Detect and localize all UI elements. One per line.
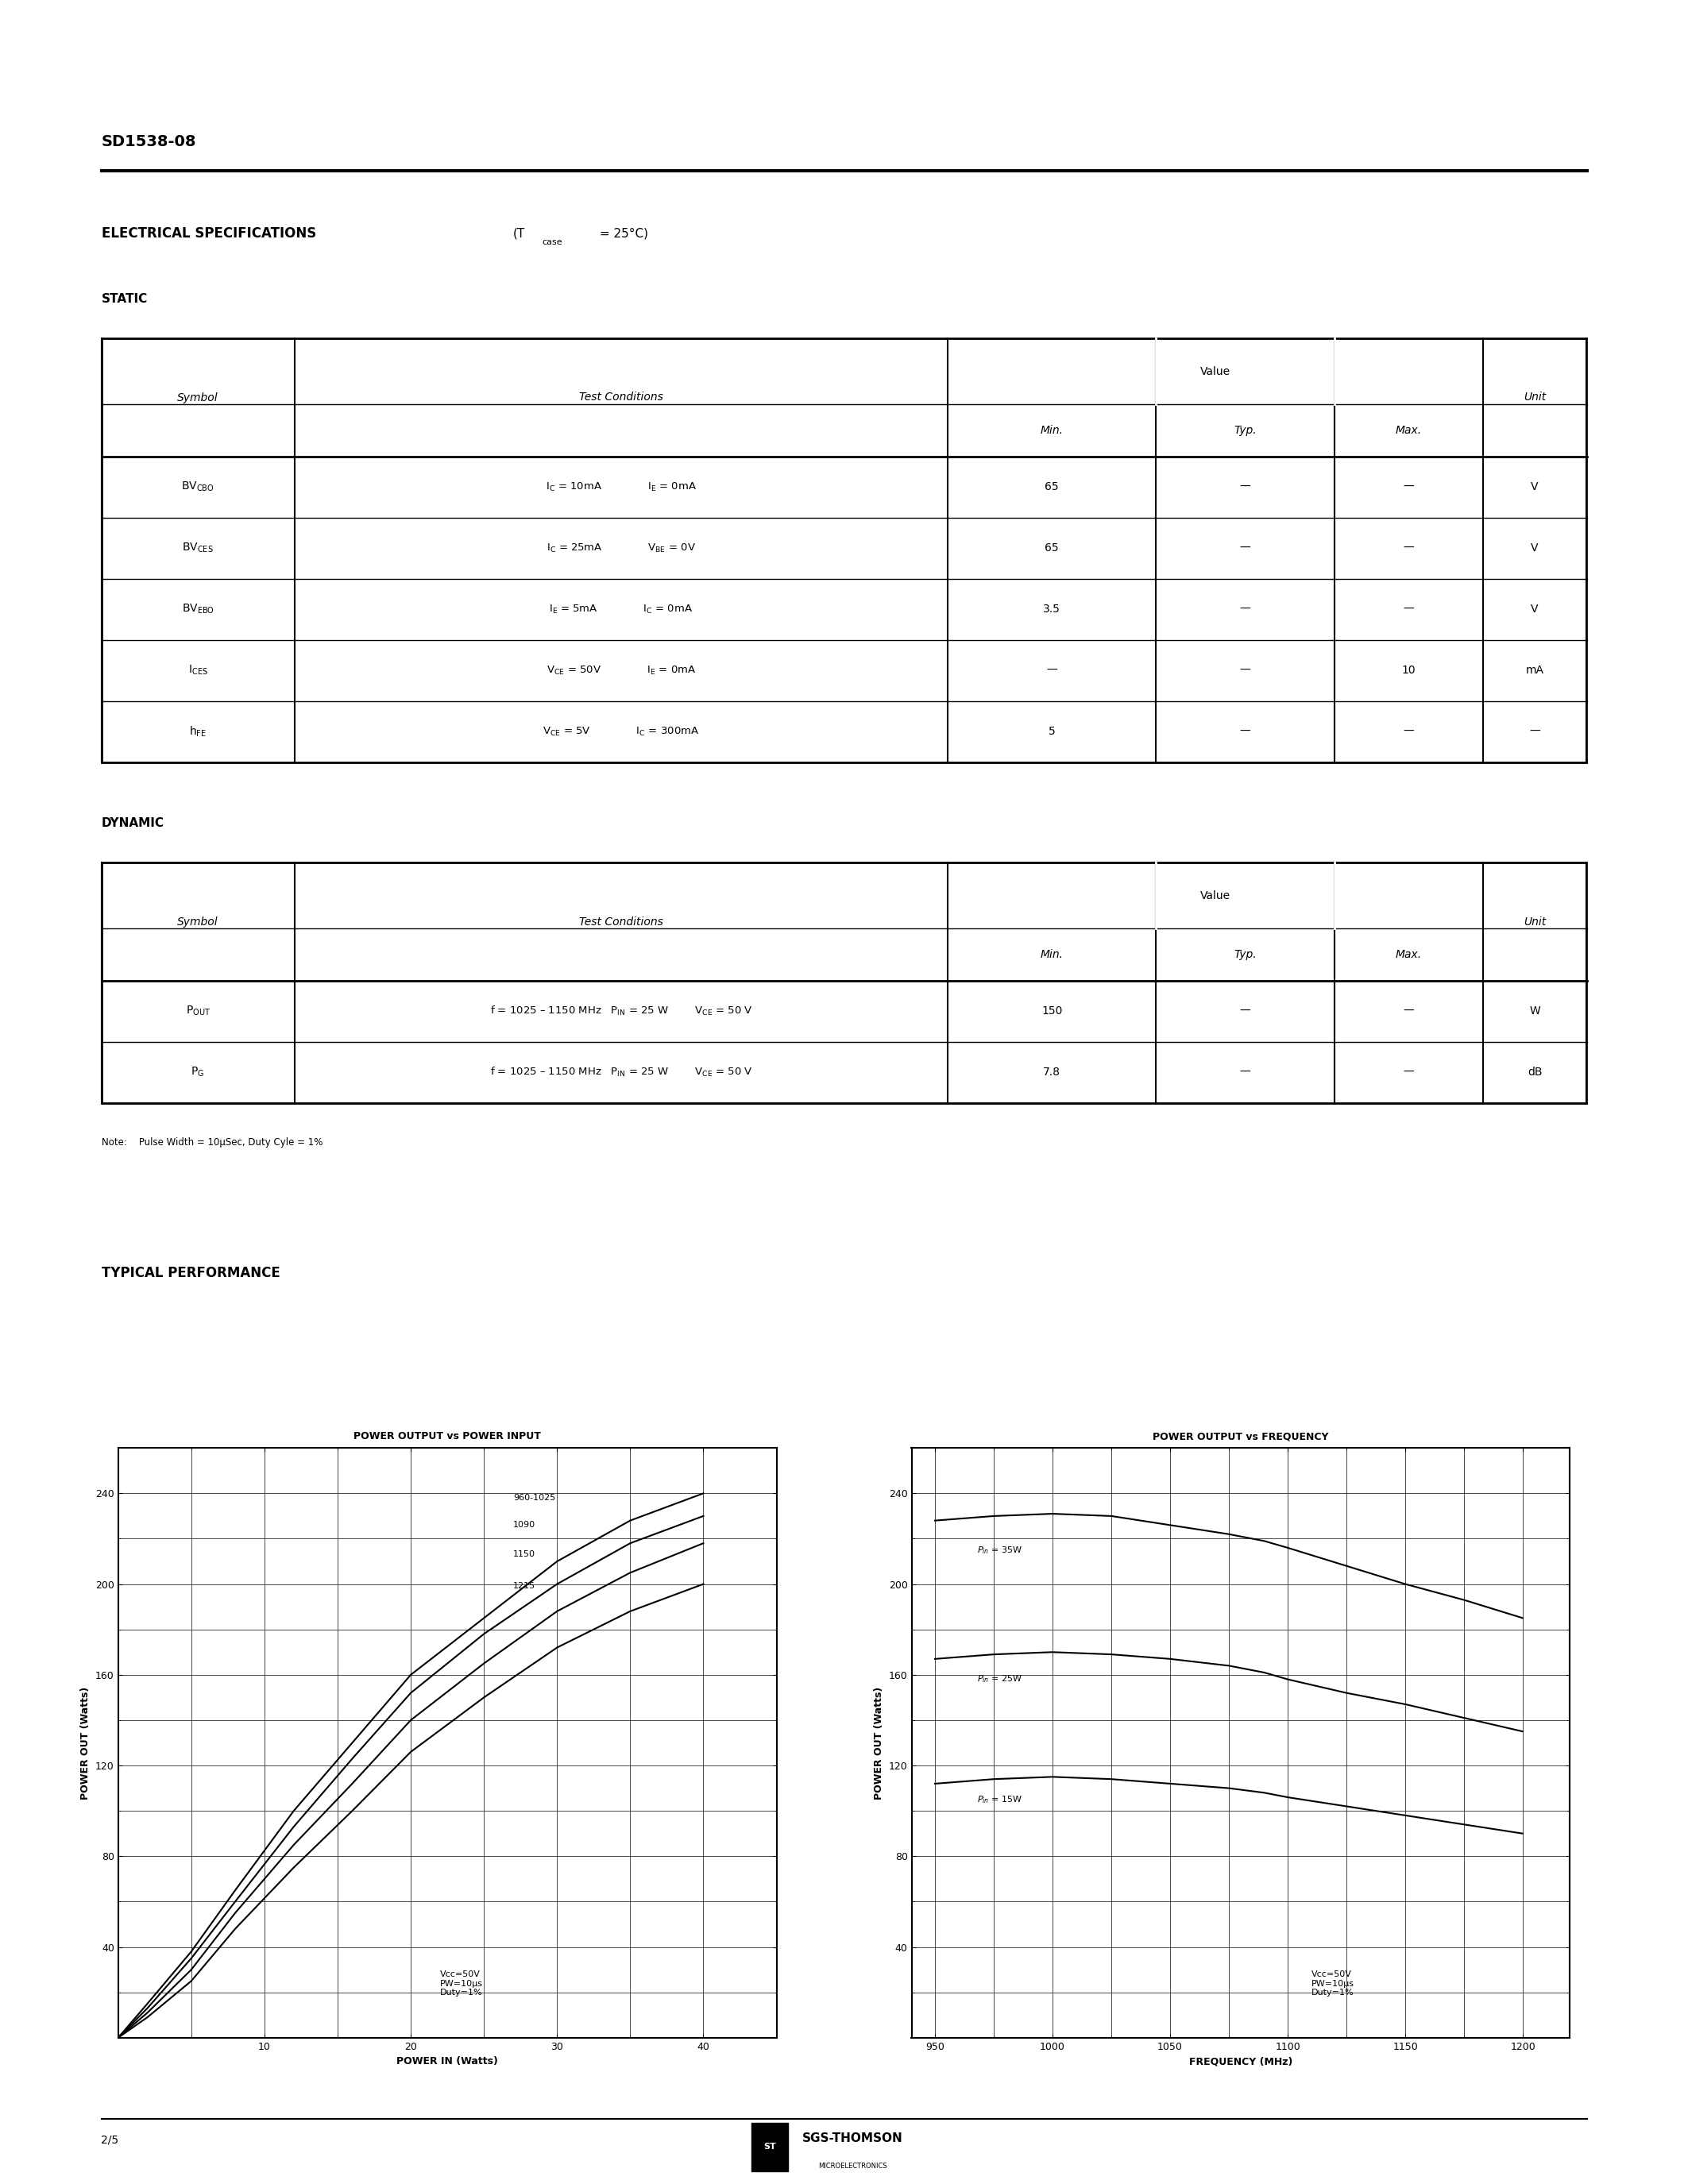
Text: DYNAMIC: DYNAMIC xyxy=(101,817,164,830)
Text: V$_{\mathrm{CE}}$ = 50V              I$_{\mathrm{E}}$ = 0mA: V$_{\mathrm{CE}}$ = 50V I$_{\mathrm{E}}$… xyxy=(547,664,695,677)
Text: mA: mA xyxy=(1526,664,1545,677)
Text: 1090: 1090 xyxy=(513,1520,535,1529)
Text: Test Conditions: Test Conditions xyxy=(579,391,663,404)
Y-axis label: POWER OUT (Watts): POWER OUT (Watts) xyxy=(81,1686,91,1800)
Text: 1150: 1150 xyxy=(513,1551,535,1559)
Text: = 25°C): = 25°C) xyxy=(596,227,648,240)
Text: V: V xyxy=(1531,480,1538,494)
Text: —: — xyxy=(1239,542,1251,555)
Text: —: — xyxy=(1403,542,1415,555)
Text: dB: dB xyxy=(1528,1066,1543,1079)
Text: Symbol: Symbol xyxy=(177,915,218,928)
Text: h$_{\mathrm{FE}}$: h$_{\mathrm{FE}}$ xyxy=(189,725,206,738)
Text: 150: 150 xyxy=(1041,1005,1062,1018)
Text: V: V xyxy=(1531,603,1538,616)
Text: P$_{\mathrm{OUT}}$: P$_{\mathrm{OUT}}$ xyxy=(186,1005,211,1018)
Text: Value: Value xyxy=(1200,889,1231,902)
Text: I$_{\mathrm{CES}}$: I$_{\mathrm{CES}}$ xyxy=(187,664,208,677)
Text: 960-1025: 960-1025 xyxy=(513,1494,555,1503)
Text: Value: Value xyxy=(1200,365,1231,378)
Text: 7.8: 7.8 xyxy=(1043,1066,1060,1079)
Bar xyxy=(101,863,1587,1103)
Text: Typ.: Typ. xyxy=(1234,948,1256,961)
Text: Vcc=50V
PW=10μs
Duty=1%: Vcc=50V PW=10μs Duty=1% xyxy=(441,1970,483,1996)
Text: I$_{\mathrm{C}}$ = 10mA              I$_{\mathrm{E}}$ = 0mA: I$_{\mathrm{C}}$ = 10mA I$_{\mathrm{E}}$… xyxy=(545,480,697,494)
Text: —: — xyxy=(1403,480,1415,494)
Text: Note:    Pulse Width = 10μSec, Duty Cyle = 1%: Note: Pulse Width = 10μSec, Duty Cyle = … xyxy=(101,1138,322,1147)
Text: Vcc=50V
PW=10μs
Duty=1%: Vcc=50V PW=10μs Duty=1% xyxy=(1312,1970,1354,1996)
Text: MICROELECTRONICS: MICROELECTRONICS xyxy=(819,2162,886,2171)
Y-axis label: POWER OUT (Watts): POWER OUT (Watts) xyxy=(874,1686,885,1800)
Text: I$_{\mathrm{E}}$ = 5mA              I$_{\mathrm{C}}$ = 0mA: I$_{\mathrm{E}}$ = 5mA I$_{\mathrm{C}}$ … xyxy=(549,603,694,616)
Text: BV$_{\mathrm{CBO}}$: BV$_{\mathrm{CBO}}$ xyxy=(181,480,214,494)
Text: V$_{\mathrm{CE}}$ = 5V              I$_{\mathrm{C}}$ = 300mA: V$_{\mathrm{CE}}$ = 5V I$_{\mathrm{C}}$ … xyxy=(544,725,699,738)
Text: —: — xyxy=(1239,603,1251,616)
Text: Min.: Min. xyxy=(1040,424,1063,437)
Text: —: — xyxy=(1239,1066,1251,1079)
Bar xyxy=(751,2123,788,2171)
Text: BV$_{\mathrm{CES}}$: BV$_{\mathrm{CES}}$ xyxy=(182,542,214,555)
Text: BV$_{\mathrm{EBO}}$: BV$_{\mathrm{EBO}}$ xyxy=(182,603,214,616)
Text: 2/5: 2/5 xyxy=(101,2134,118,2147)
Text: TYPICAL PERFORMANCE: TYPICAL PERFORMANCE xyxy=(101,1267,280,1280)
Text: —: — xyxy=(1403,1066,1415,1079)
Text: ST: ST xyxy=(763,2143,776,2151)
Text: Min.: Min. xyxy=(1040,948,1063,961)
Text: ELECTRICAL SPECIFICATIONS: ELECTRICAL SPECIFICATIONS xyxy=(101,227,321,240)
Text: —: — xyxy=(1529,725,1539,738)
X-axis label: POWER IN (Watts): POWER IN (Watts) xyxy=(397,2057,498,2066)
Title: POWER OUTPUT vs POWER INPUT: POWER OUTPUT vs POWER INPUT xyxy=(354,1431,540,1441)
Text: f = 1025 – 1150 MHz   P$_{\mathrm{IN}}$ = 25 W        V$_{\mathrm{CE}}$ = 50 V: f = 1025 – 1150 MHz P$_{\mathrm{IN}}$ = … xyxy=(490,1066,753,1079)
Text: Symbol: Symbol xyxy=(177,391,218,404)
Text: Unit: Unit xyxy=(1524,915,1546,928)
Text: 65: 65 xyxy=(1045,542,1058,555)
Text: —: — xyxy=(1403,725,1415,738)
Text: Typ.: Typ. xyxy=(1234,424,1256,437)
Text: 1215: 1215 xyxy=(513,1583,535,1590)
Text: case: case xyxy=(542,238,562,247)
Text: —: — xyxy=(1239,664,1251,677)
Text: f = 1025 – 1150 MHz   P$_{\mathrm{IN}}$ = 25 W        V$_{\mathrm{CE}}$ = 50 V: f = 1025 – 1150 MHz P$_{\mathrm{IN}}$ = … xyxy=(490,1005,753,1018)
Text: SGS-THOMSON: SGS-THOMSON xyxy=(802,2132,903,2145)
X-axis label: FREQUENCY (MHz): FREQUENCY (MHz) xyxy=(1188,2057,1293,2066)
Text: I$_{\mathrm{C}}$ = 25mA              V$_{\mathrm{BE}}$ = 0V: I$_{\mathrm{C}}$ = 25mA V$_{\mathrm{BE}}… xyxy=(547,542,695,555)
Bar xyxy=(101,339,1587,762)
Text: —: — xyxy=(1047,664,1057,677)
Text: Max.: Max. xyxy=(1396,424,1421,437)
Text: —: — xyxy=(1239,1005,1251,1018)
Title: POWER OUTPUT vs FREQUENCY: POWER OUTPUT vs FREQUENCY xyxy=(1153,1431,1328,1441)
Text: —: — xyxy=(1239,480,1251,494)
Text: Max.: Max. xyxy=(1396,948,1421,961)
Text: STATIC: STATIC xyxy=(101,293,147,306)
Text: SD1538-08: SD1538-08 xyxy=(101,135,196,149)
Text: $P_{in}$ = 25W: $P_{in}$ = 25W xyxy=(977,1673,1023,1684)
Text: —: — xyxy=(1239,725,1251,738)
Text: 3.5: 3.5 xyxy=(1043,603,1060,616)
Text: —: — xyxy=(1403,603,1415,616)
Text: 65: 65 xyxy=(1045,480,1058,494)
Text: $P_{in}$ = 35W: $P_{in}$ = 35W xyxy=(977,1544,1023,1555)
Text: Unit: Unit xyxy=(1524,391,1546,404)
Text: $P_{in}$ = 15W: $P_{in}$ = 15W xyxy=(977,1793,1023,1804)
Text: 10: 10 xyxy=(1401,664,1416,677)
Text: Test Conditions: Test Conditions xyxy=(579,915,663,928)
Text: P$_{\mathrm{G}}$: P$_{\mathrm{G}}$ xyxy=(191,1066,204,1079)
Text: 5: 5 xyxy=(1048,725,1055,738)
Text: (T: (T xyxy=(513,227,525,240)
Text: V: V xyxy=(1531,542,1538,555)
Text: W: W xyxy=(1529,1005,1539,1018)
Text: —: — xyxy=(1403,1005,1415,1018)
